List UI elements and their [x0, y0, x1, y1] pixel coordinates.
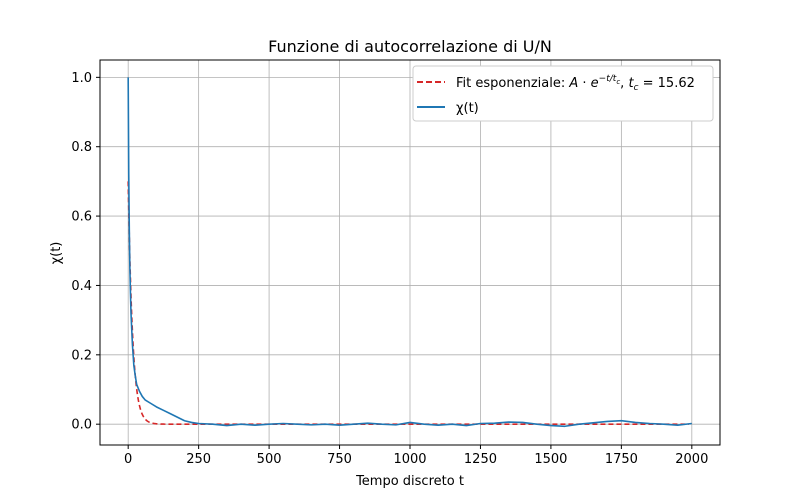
x-tick-label: 1250	[464, 452, 497, 467]
y-tick-label: 0.0	[71, 418, 92, 433]
legend-fit-label: Fit esponenziale: A · e−t/tc, tc = 15.62	[456, 74, 695, 93]
legend-chi-label: χ(t)	[456, 101, 479, 116]
chart-title: Funzione di autocorrelazione di U/N	[268, 37, 552, 56]
x-tick-label: 500	[257, 452, 282, 467]
legend: Fit esponenziale: A · e−t/tc, tc = 15.62…	[412, 65, 714, 122]
x-axis-label: Tempo discreto t	[355, 474, 464, 489]
x-tick-label: 250	[186, 452, 211, 467]
y-tick-label: 1.0	[71, 71, 92, 86]
x-tick-label: 1000	[393, 452, 426, 467]
legend-box	[412, 65, 714, 122]
x-tick-label: 0	[124, 452, 132, 467]
x-tick-label: 2000	[675, 452, 708, 467]
y-tick-label: 0.8	[71, 140, 92, 155]
x-tick-label: 1750	[605, 452, 638, 467]
y-axis-label: χ(t)	[49, 242, 64, 265]
x-tick-label: 750	[327, 452, 352, 467]
y-tick-label: 0.2	[71, 348, 92, 363]
series-chi-line	[127, 77, 692, 428]
y-tick-label: 0.4	[71, 279, 92, 294]
ticks: 0 250 500 750 1000 1250 1500 1750 2000 0.0 0.2 0.4 0…	[71, 71, 708, 467]
series-fit-line	[127, 181, 689, 425]
y-tick-label: 0.6	[71, 210, 92, 225]
series-layer	[127, 77, 692, 428]
x-tick-label: 1500	[534, 452, 567, 467]
